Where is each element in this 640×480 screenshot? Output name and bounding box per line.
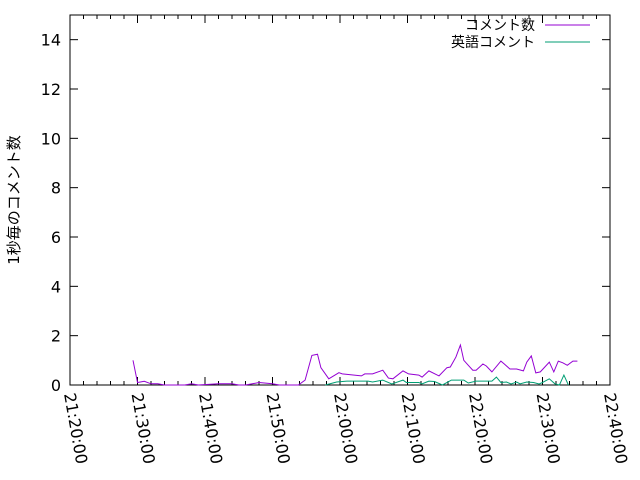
x-tick-label: 21:50:00: [263, 391, 294, 465]
y-tick-label: 12: [41, 80, 61, 99]
y-tick-label: 0: [51, 376, 61, 395]
x-tick-label: 22:10:00: [398, 391, 429, 465]
y-tick-label: 6: [51, 228, 61, 247]
x-tick-label: 22:20:00: [465, 391, 496, 465]
x-tick-label: 21:30:00: [128, 391, 159, 465]
y-tick-label: 2: [51, 327, 61, 346]
legend-label: コメント数: [465, 18, 535, 34]
x-tick-label: 21:40:00: [195, 391, 226, 465]
x-tick-label: 21:20:00: [60, 391, 91, 465]
x-tick-label: 22:30:00: [533, 391, 564, 465]
y-axis-label: 1秒毎のコメント数: [5, 135, 23, 265]
x-tick-label: 22:00:00: [330, 391, 361, 465]
series-line-1: [325, 373, 569, 386]
y-tick-label: 4: [51, 277, 61, 296]
plot-frame: [69, 14, 611, 386]
legend-label: 英語コメント: [451, 34, 535, 51]
series-line-0: [132, 343, 578, 386]
x-tick-label: 22:40:00: [600, 391, 631, 465]
y-tick-label: 8: [51, 179, 61, 198]
y-tick-label: 10: [41, 129, 61, 148]
y-tick-label: 14: [41, 31, 61, 50]
